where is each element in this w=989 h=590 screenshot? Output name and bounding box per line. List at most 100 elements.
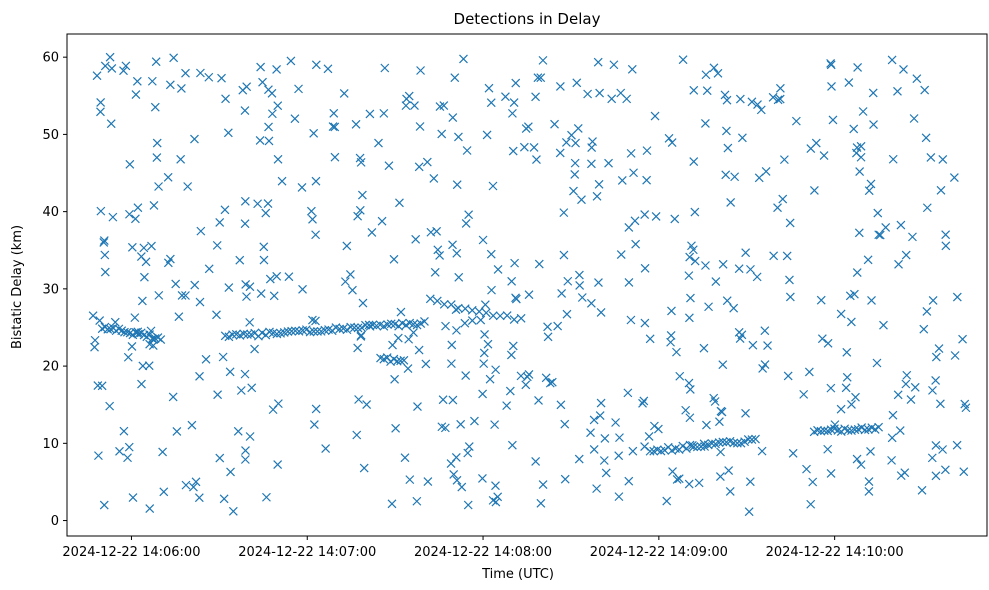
- scatter-point-x-marker: [553, 321, 563, 331]
- scatter-point-x-marker: [152, 138, 162, 148]
- scatter-point-x-marker: [400, 453, 410, 463]
- scatter-point-x-marker: [121, 61, 131, 71]
- scatter-point-x-marker: [791, 116, 801, 126]
- scatter-point-x-marker: [358, 298, 368, 308]
- scatter-point-x-marker: [896, 220, 906, 230]
- scatter-point-x-marker: [931, 376, 941, 385]
- scatter-point-x-marker: [868, 88, 878, 98]
- scatter-point-x-marker: [614, 492, 624, 502]
- scatter-point-x-marker: [286, 56, 296, 66]
- scatter-point-x-marker: [108, 212, 118, 222]
- scatter-point-x-marker: [808, 477, 818, 487]
- scatter-point-x-marker: [273, 101, 283, 111]
- scatter-point-x-marker: [761, 167, 771, 176]
- scatter-point-x-marker: [779, 155, 789, 165]
- scatter-point-x-marker: [507, 108, 517, 118]
- scatter-point-x-marker: [432, 296, 442, 306]
- scatter-point-x-marker: [887, 455, 896, 465]
- scatter-point-x-marker: [645, 334, 655, 344]
- scatter-point-x-marker: [875, 230, 885, 240]
- scatter-point-x-marker: [181, 291, 190, 300]
- scatter-point-x-marker: [262, 492, 271, 502]
- scatter-point-x-marker: [559, 208, 569, 218]
- scatter-point-x-marker: [486, 249, 496, 259]
- scatter-point-x-marker: [720, 90, 730, 100]
- scatter-point-x-marker: [592, 484, 602, 494]
- scatter-point-x-marker: [328, 122, 338, 132]
- scatter-point-x-marker: [415, 122, 425, 131]
- scatter-point-x-marker: [543, 322, 552, 332]
- scatter-point-x-marker: [340, 277, 350, 287]
- scatter-point-x-marker: [873, 208, 883, 218]
- scatter-point-x-marker: [421, 359, 431, 369]
- scatter-point-x-marker: [768, 92, 778, 102]
- scatter-point-x-marker: [463, 500, 473, 510]
- scatter-point-x-marker: [448, 113, 458, 122]
- scatter-point-x-marker: [902, 370, 912, 380]
- scatter-point-x-marker: [866, 179, 876, 189]
- scatter-point-x-marker: [329, 108, 339, 118]
- scatter-point-x-marker: [233, 426, 243, 436]
- scatter-point-x-marker: [936, 185, 946, 195]
- scatter-point-x-marker: [384, 161, 394, 171]
- chart-title: Detections in Delay: [454, 10, 601, 28]
- scatter-point-x-marker: [681, 405, 691, 415]
- scatter-point-x-marker: [470, 416, 479, 426]
- scatter-point-x-marker: [461, 219, 471, 228]
- scatter-point-x-marker: [631, 239, 641, 249]
- scatter-point-x-marker: [666, 337, 675, 347]
- scatter-point-x-marker: [841, 383, 851, 393]
- scatter-point-x-marker: [864, 477, 874, 487]
- scatter-point-x-marker: [195, 68, 205, 78]
- scatter-point-x-marker: [311, 230, 321, 240]
- scatter-point-x-marker: [709, 393, 719, 403]
- scatter-point-x-marker: [524, 290, 534, 300]
- scatter-point-x-marker: [869, 120, 878, 129]
- scatter-point-x-marker: [481, 308, 491, 318]
- plot-frame: [66, 33, 988, 537]
- scatter-point-x-marker: [826, 59, 836, 68]
- scatter-point-x-marker: [909, 114, 919, 123]
- scatter-point-x-marker: [360, 320, 370, 330]
- scatter-point-x-marker: [383, 320, 392, 329]
- scatter-point-x-marker: [919, 324, 929, 334]
- scatter-point-x-marker: [506, 350, 516, 360]
- scatter-point-x-marker: [449, 469, 459, 479]
- scatter-point-x-marker: [651, 211, 661, 221]
- scatter-point-x-marker: [353, 323, 363, 333]
- scatter-point-x-marker: [323, 64, 333, 74]
- scatter-point-x-marker: [828, 115, 838, 125]
- scatter-point-x-marker: [927, 453, 937, 463]
- scatter-point-x-marker: [110, 317, 120, 327]
- scatter-point-x-marker: [453, 303, 463, 313]
- scatter-point-x-marker: [725, 487, 735, 496]
- scatter-point-x-marker: [264, 122, 273, 132]
- scatter-point-x-marker: [716, 447, 725, 457]
- scatter-point-x-marker: [666, 330, 676, 340]
- scatter-point-x-marker: [404, 334, 414, 344]
- scatter-point-x-marker: [746, 264, 755, 274]
- scatter-point-x-marker: [917, 485, 927, 495]
- scatter-point-x-marker: [570, 158, 580, 168]
- scatter-point-x-marker: [650, 111, 660, 121]
- scatter-point-x-marker: [686, 293, 695, 303]
- scatter-point-x-marker: [119, 66, 128, 76]
- scatter-point-x-marker: [423, 477, 433, 487]
- x-tick-label: 2024-12-22 14:07:00: [238, 545, 376, 560]
- scatter-point-x-marker: [758, 364, 768, 373]
- scatter-point-x-marker: [414, 162, 424, 172]
- scatter-point-x-marker: [508, 146, 518, 156]
- scatter-point-x-marker: [190, 134, 199, 144]
- scatter-point-x-marker: [926, 153, 936, 162]
- scatter-point-x-marker: [218, 352, 228, 362]
- scatter-point-x-marker: [959, 467, 969, 477]
- scatter-point-x-marker: [623, 388, 633, 398]
- scatter-point-x-marker: [555, 148, 565, 158]
- scatter-point-x-marker: [309, 327, 319, 336]
- scatter-point-x-marker: [702, 86, 712, 96]
- x-axis-label: Time (UTC): [481, 567, 554, 582]
- scatter-point-x-marker: [454, 132, 463, 142]
- scatter-point-x-marker: [816, 426, 826, 436]
- scatter-point-x-marker: [941, 230, 951, 240]
- scatter-point-x-marker: [938, 445, 948, 454]
